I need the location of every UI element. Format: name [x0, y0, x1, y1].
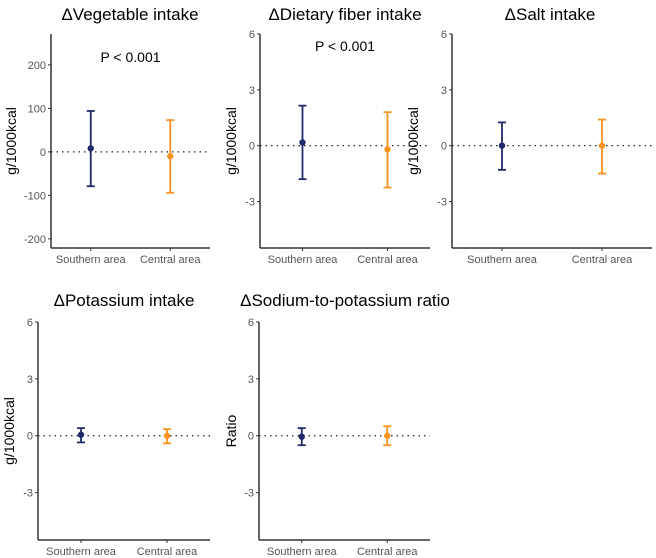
- y-tick-label: 0: [40, 147, 46, 159]
- y-axis-label: g/1000kcal: [223, 107, 239, 175]
- panel-title: ΔPotassium intake: [54, 291, 195, 310]
- y-tick-label: 6: [248, 317, 254, 329]
- x-tick-label: Southern area: [56, 254, 127, 266]
- mean-point: [498, 142, 506, 149]
- y-tick-label: 6: [249, 29, 255, 41]
- mean-point: [87, 145, 94, 152]
- y-tick-label: 3: [441, 85, 447, 97]
- y-tick-label: 0: [27, 431, 33, 443]
- y-tick-label: 0: [441, 141, 447, 153]
- x-tick-label: Southern area: [467, 254, 538, 266]
- panel-title: ΔDietary fiber intake: [268, 5, 421, 24]
- y-axis-label: Ratio: [223, 414, 239, 447]
- y-axis-label: g/1000kcal: [1, 397, 17, 465]
- y-tick-label: 3: [248, 374, 254, 386]
- x-tick-label: Southern area: [268, 254, 339, 266]
- y-tick-label: 3: [249, 85, 255, 97]
- y-tick-label: 6: [27, 317, 33, 329]
- y-tick-label: 100: [28, 103, 46, 115]
- panel-title: ΔSodium-to-potassium ratio: [240, 291, 450, 310]
- x-tick-label: Central area: [137, 546, 198, 558]
- x-tick-label: Central area: [357, 254, 418, 266]
- x-tick-label: Central area: [140, 254, 201, 266]
- y-tick-label: 3: [27, 374, 33, 386]
- x-tick-label: Central area: [572, 254, 633, 266]
- mean-point: [77, 431, 85, 438]
- y-tick-label: 0: [248, 431, 254, 443]
- x-tick-label: Central area: [357, 546, 418, 558]
- mean-point: [167, 153, 174, 160]
- y-tick-label: 200: [28, 60, 46, 72]
- mean-point: [299, 139, 306, 146]
- mean-point: [163, 432, 171, 439]
- y-tick-label: 0: [249, 141, 255, 153]
- mean-point: [598, 142, 606, 149]
- y-axis-label: g/1000kcal: [405, 107, 421, 175]
- panel-title: ΔSalt intake: [505, 5, 596, 24]
- x-tick-label: Southern area: [267, 546, 338, 558]
- p-value-annotation: P < 0.001: [315, 38, 375, 54]
- mean-point: [384, 432, 391, 439]
- y-tick-label: -3: [437, 196, 447, 208]
- y-tick-label: -3: [23, 488, 33, 500]
- mean-point: [384, 146, 391, 153]
- x-tick-label: Southern area: [46, 546, 117, 558]
- y-tick-label: -3: [245, 196, 255, 208]
- y-tick-label: -100: [24, 190, 46, 202]
- y-tick-label: -200: [24, 234, 46, 246]
- mean-point: [298, 433, 305, 440]
- p-value-annotation: P < 0.001: [100, 49, 160, 65]
- y-axis-label: g/1000kcal: [3, 107, 19, 175]
- y-tick-label: 6: [441, 29, 447, 41]
- panel-title: ΔVegetable intake: [61, 5, 198, 24]
- y-tick-label: -3: [244, 488, 254, 500]
